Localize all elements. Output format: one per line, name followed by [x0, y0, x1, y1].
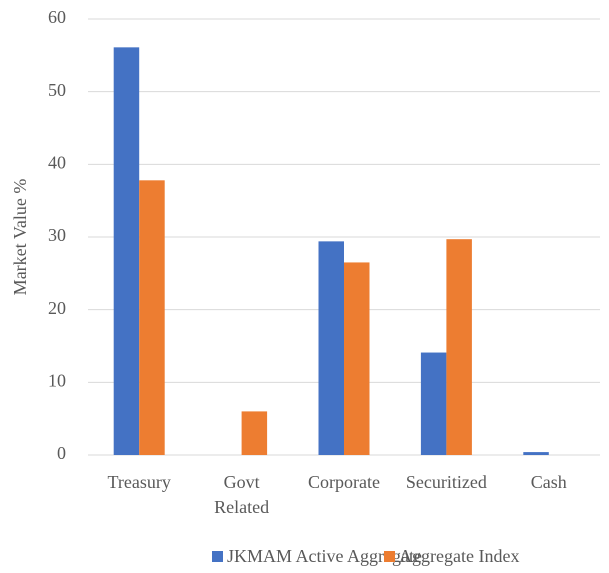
- bar: [420, 352, 447, 455]
- x-tick-label: Govt Related: [190, 470, 292, 520]
- legend-swatch: [212, 551, 223, 562]
- x-tick-text: Securitized: [405, 472, 487, 492]
- x-tick-text: Corporate: [308, 472, 380, 492]
- y-tick-label: 60: [48, 7, 66, 27]
- x-tick-label: Cash: [498, 470, 600, 495]
- x-tick-label: Treasury: [88, 470, 190, 495]
- y-axis-label: Market Value %: [10, 179, 30, 296]
- bar: [113, 47, 140, 456]
- y-tick-label: 20: [48, 298, 66, 318]
- x-tick-label: Securitized: [395, 470, 497, 495]
- bar: [318, 241, 344, 455]
- bar: [446, 239, 472, 455]
- legend-swatch: [384, 551, 395, 562]
- x-tick-label: Corporate: [293, 470, 395, 495]
- x-tick-text: Treasury: [107, 472, 171, 492]
- bar: [139, 180, 165, 455]
- x-tick-text: Govt Related: [214, 472, 270, 517]
- y-tick-label: 0: [57, 443, 66, 463]
- x-tick-text: Cash: [530, 472, 567, 492]
- legend-item: JKMAM Active Aggregate: [212, 546, 422, 567]
- legend-item: Aggregate Index: [384, 546, 519, 567]
- bar: [523, 452, 549, 455]
- bar: [241, 411, 268, 455]
- y-tick-label: 10: [48, 370, 66, 390]
- y-tick-label: 40: [48, 152, 66, 172]
- y-tick-label: 30: [48, 225, 66, 245]
- bar: [344, 262, 370, 455]
- legend-label: JKMAM Active Aggregate: [227, 546, 422, 566]
- y-tick-label: 50: [48, 80, 66, 100]
- legend-label: Aggregate Index: [399, 546, 520, 566]
